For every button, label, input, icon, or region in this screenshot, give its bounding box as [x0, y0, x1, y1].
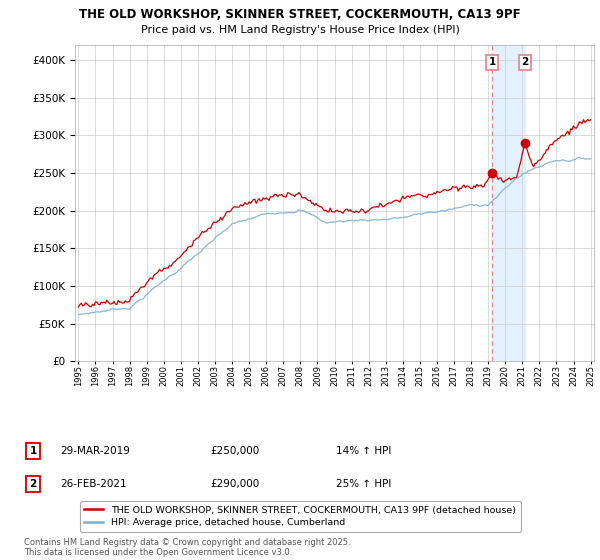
Text: £290,000: £290,000: [210, 479, 259, 489]
Text: 2: 2: [29, 479, 37, 489]
Bar: [492, 45, 525, 361]
Text: £250,000: £250,000: [210, 446, 259, 456]
Text: 26-FEB-2021: 26-FEB-2021: [60, 479, 127, 489]
Text: Price paid vs. HM Land Registry's House Price Index (HPI): Price paid vs. HM Land Registry's House …: [140, 25, 460, 35]
Text: 14% ↑ HPI: 14% ↑ HPI: [336, 446, 391, 456]
Text: 2: 2: [521, 58, 529, 67]
Text: THE OLD WORKSHOP, SKINNER STREET, COCKERMOUTH, CA13 9PF: THE OLD WORKSHOP, SKINNER STREET, COCKER…: [79, 8, 521, 21]
Text: 25% ↑ HPI: 25% ↑ HPI: [336, 479, 391, 489]
Text: 1: 1: [29, 446, 37, 456]
Text: 29-MAR-2019: 29-MAR-2019: [60, 446, 130, 456]
Legend: THE OLD WORKSHOP, SKINNER STREET, COCKERMOUTH, CA13 9PF (detached house), HPI: A: THE OLD WORKSHOP, SKINNER STREET, COCKER…: [80, 501, 521, 532]
Text: Contains HM Land Registry data © Crown copyright and database right 2025.
This d: Contains HM Land Registry data © Crown c…: [24, 538, 350, 557]
Text: 1: 1: [488, 58, 496, 67]
